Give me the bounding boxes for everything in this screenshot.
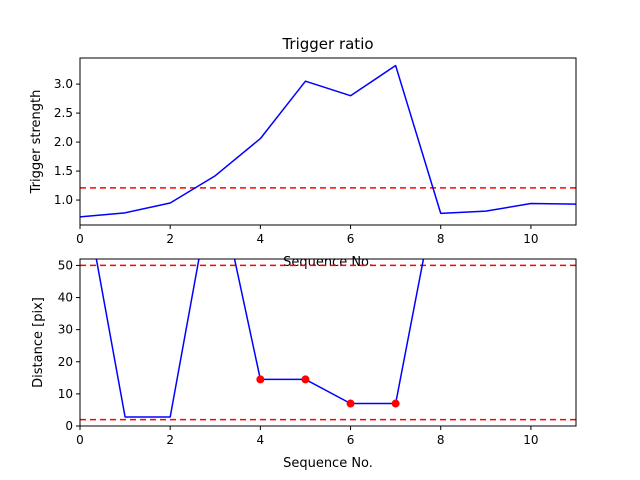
x-tick-label: 8 [437, 433, 445, 447]
x-tick-label: 6 [347, 433, 355, 447]
y-tick-label: 1.0 [54, 193, 73, 207]
y-tick-label: 10 [58, 387, 73, 401]
y-tick-label: 50 [58, 258, 73, 272]
x-tick-label: 0 [76, 232, 84, 246]
x-tick-label: 10 [523, 232, 538, 246]
x-tick-label: 2 [166, 232, 174, 246]
y-tick-label: 30 [58, 323, 73, 337]
distance-chart: Sequence No. Distance [pix] 0 2 4 6 8 10 0 10 20… [31, 258, 577, 471]
x-tick-label: 4 [257, 232, 265, 246]
x-axis-label: Sequence No. [283, 255, 373, 270]
y-tick-label: 3.0 [54, 77, 73, 91]
x-tick-label: 4 [257, 433, 265, 447]
x-tick-label: 0 [76, 433, 84, 447]
chart-title: Trigger ratio [281, 35, 373, 53]
series-line [80, 64, 576, 218]
y-tick-label: 1.5 [54, 164, 73, 178]
y-axis-label: Trigger strength [29, 90, 44, 195]
x-tick-label: 8 [437, 232, 445, 246]
y-tick-label: 0 [65, 419, 73, 433]
axes-frame [79, 258, 577, 427]
plot-area [80, 64, 576, 218]
axes-frame [79, 57, 577, 226]
y-tick-label: 40 [58, 291, 73, 305]
y-tick-label: 2.0 [54, 135, 73, 149]
data-point-marker [256, 375, 265, 384]
x-tick-label: 2 [166, 433, 174, 447]
y-axis-label: Distance [pix] [31, 297, 46, 388]
data-point-marker [301, 375, 310, 384]
y-tick-label: 2.5 [54, 106, 73, 120]
y-tick-label: 20 [58, 355, 73, 369]
x-axis-label: Sequence No. [283, 456, 373, 471]
x-tick-label: 10 [523, 433, 538, 447]
data-point-marker [346, 399, 355, 408]
plot-area [80, 259, 576, 421]
data-point-marker [391, 399, 400, 408]
x-tick-label: 6 [347, 232, 355, 246]
trigger-ratio-chart: Trigger ratio Sequence No. Trigger stren… [29, 35, 577, 270]
